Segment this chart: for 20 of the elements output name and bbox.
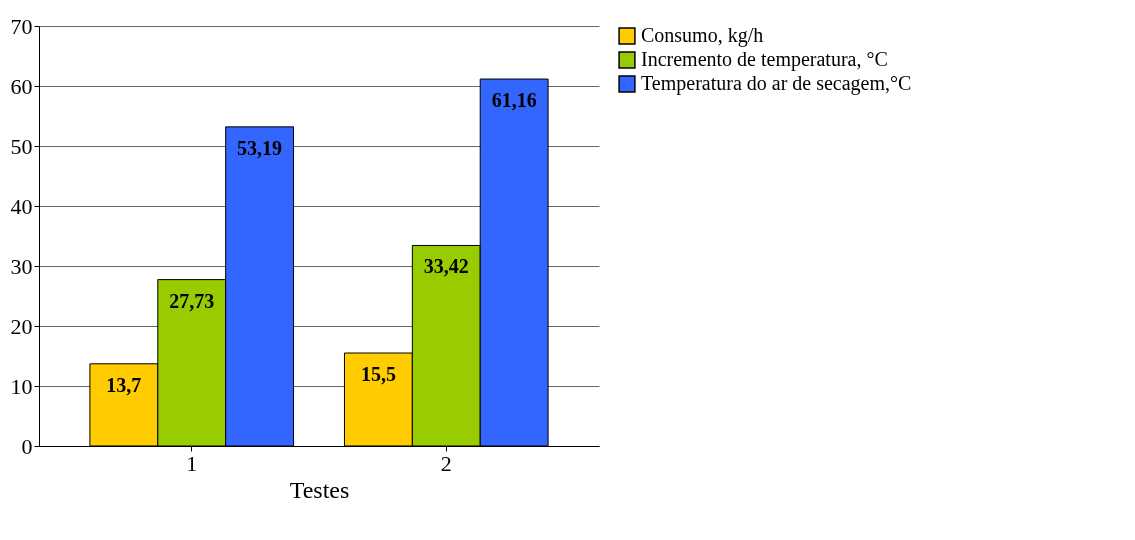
legend-label: Consumo, kg/h [641,24,764,47]
y-tick-label: 10 [10,373,33,399]
data-label: 53,19 [237,136,283,159]
data-label: 61,16 [491,89,537,112]
data-label: 15,5 [360,363,396,385]
data-label: 27,73 [169,289,215,312]
y-tick-label: 70 [10,13,33,39]
legend-label: Incremento de temperatura, °C [641,48,888,71]
x-axis-title: Testes [289,476,350,503]
legend-label: Temperatura do ar de secagem,°C [641,72,912,95]
y-tick-label: 40 [10,193,33,219]
y-tick-label: 30 [10,253,33,279]
y-tick-label: 50 [10,133,33,159]
data-label: 13,7 [106,373,142,396]
x-tick-label: 2 [440,450,452,476]
data-label: 33,42 [423,255,469,278]
y-tick-label: 20 [10,313,33,339]
y-tick-label: 0 [21,433,33,459]
x-tick-label: 1 [186,450,198,476]
y-tick-label: 60 [10,73,33,99]
